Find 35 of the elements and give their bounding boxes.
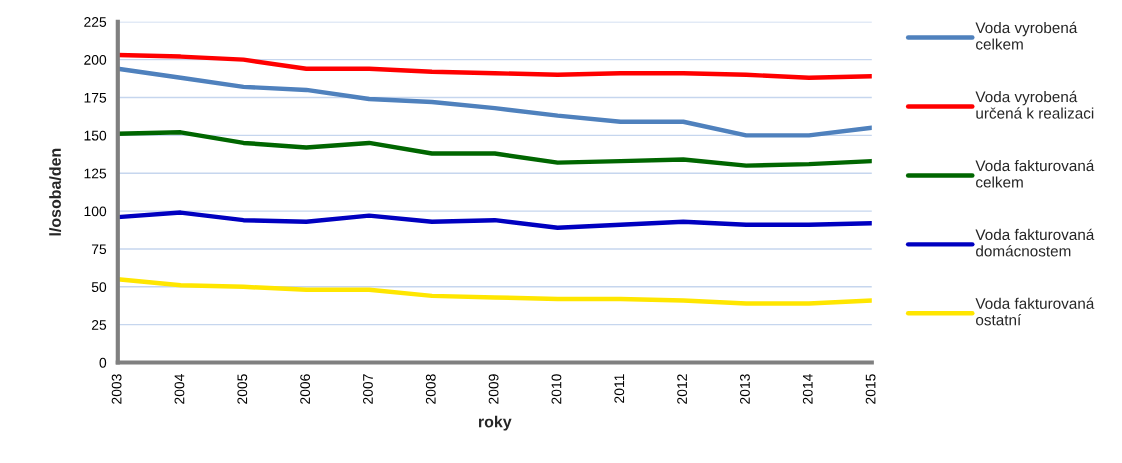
x-tick-label: 2008 — [425, 374, 436, 404]
y-tick-label: 50 — [91, 282, 107, 292]
legend-label: Voda vyrobená celkem — [975, 21, 1078, 50]
x-tick-label: 2011 — [614, 374, 625, 403]
legend-label: Voda fakturovaná domácnostem — [975, 228, 1095, 257]
y-tick-label: 200 — [84, 54, 107, 65]
line-series — [117, 130, 872, 168]
line-series — [117, 277, 872, 306]
legend-label: Voda fakturovaná celkem — [975, 159, 1095, 188]
x-tick-label: 2010 — [551, 374, 562, 404]
y-tick-label: 175 — [84, 92, 107, 103]
x-tick-label: 2009 — [488, 374, 499, 404]
x-tick-label: 2007 — [363, 374, 373, 404]
x-axis-title: roky — [478, 415, 512, 431]
y-tick-label: 100 — [84, 206, 107, 217]
legend-label: Voda fakturovaná ostatní — [975, 297, 1095, 326]
x-tick-label: 2006 — [300, 374, 311, 404]
x-tick-label: 2013 — [740, 374, 750, 404]
y-axis-title: l/osoba/den — [49, 148, 62, 236]
x-tick-label: 2015 — [865, 374, 876, 404]
y-tick-label: 25 — [91, 320, 107, 330]
y-tick-label: 75 — [91, 244, 107, 255]
x-tick-label: 2003 — [111, 374, 122, 404]
line-series — [117, 210, 872, 230]
x-tick-label: 2005 — [237, 374, 248, 404]
x-tick-label: 2012 — [677, 374, 688, 404]
y-tick-label: 125 — [84, 168, 107, 179]
line-series — [117, 52, 872, 81]
line-series — [117, 66, 872, 138]
y-tick-label: 225 — [84, 17, 107, 27]
y-tick-label: 150 — [84, 130, 107, 141]
x-tick-label: 2014 — [802, 374, 813, 404]
x-tick-label: 2004 — [174, 374, 185, 404]
legend-label: Voda vyrobená určená k realizaci — [975, 90, 1094, 119]
y-tick-label: 0 — [99, 357, 107, 368]
